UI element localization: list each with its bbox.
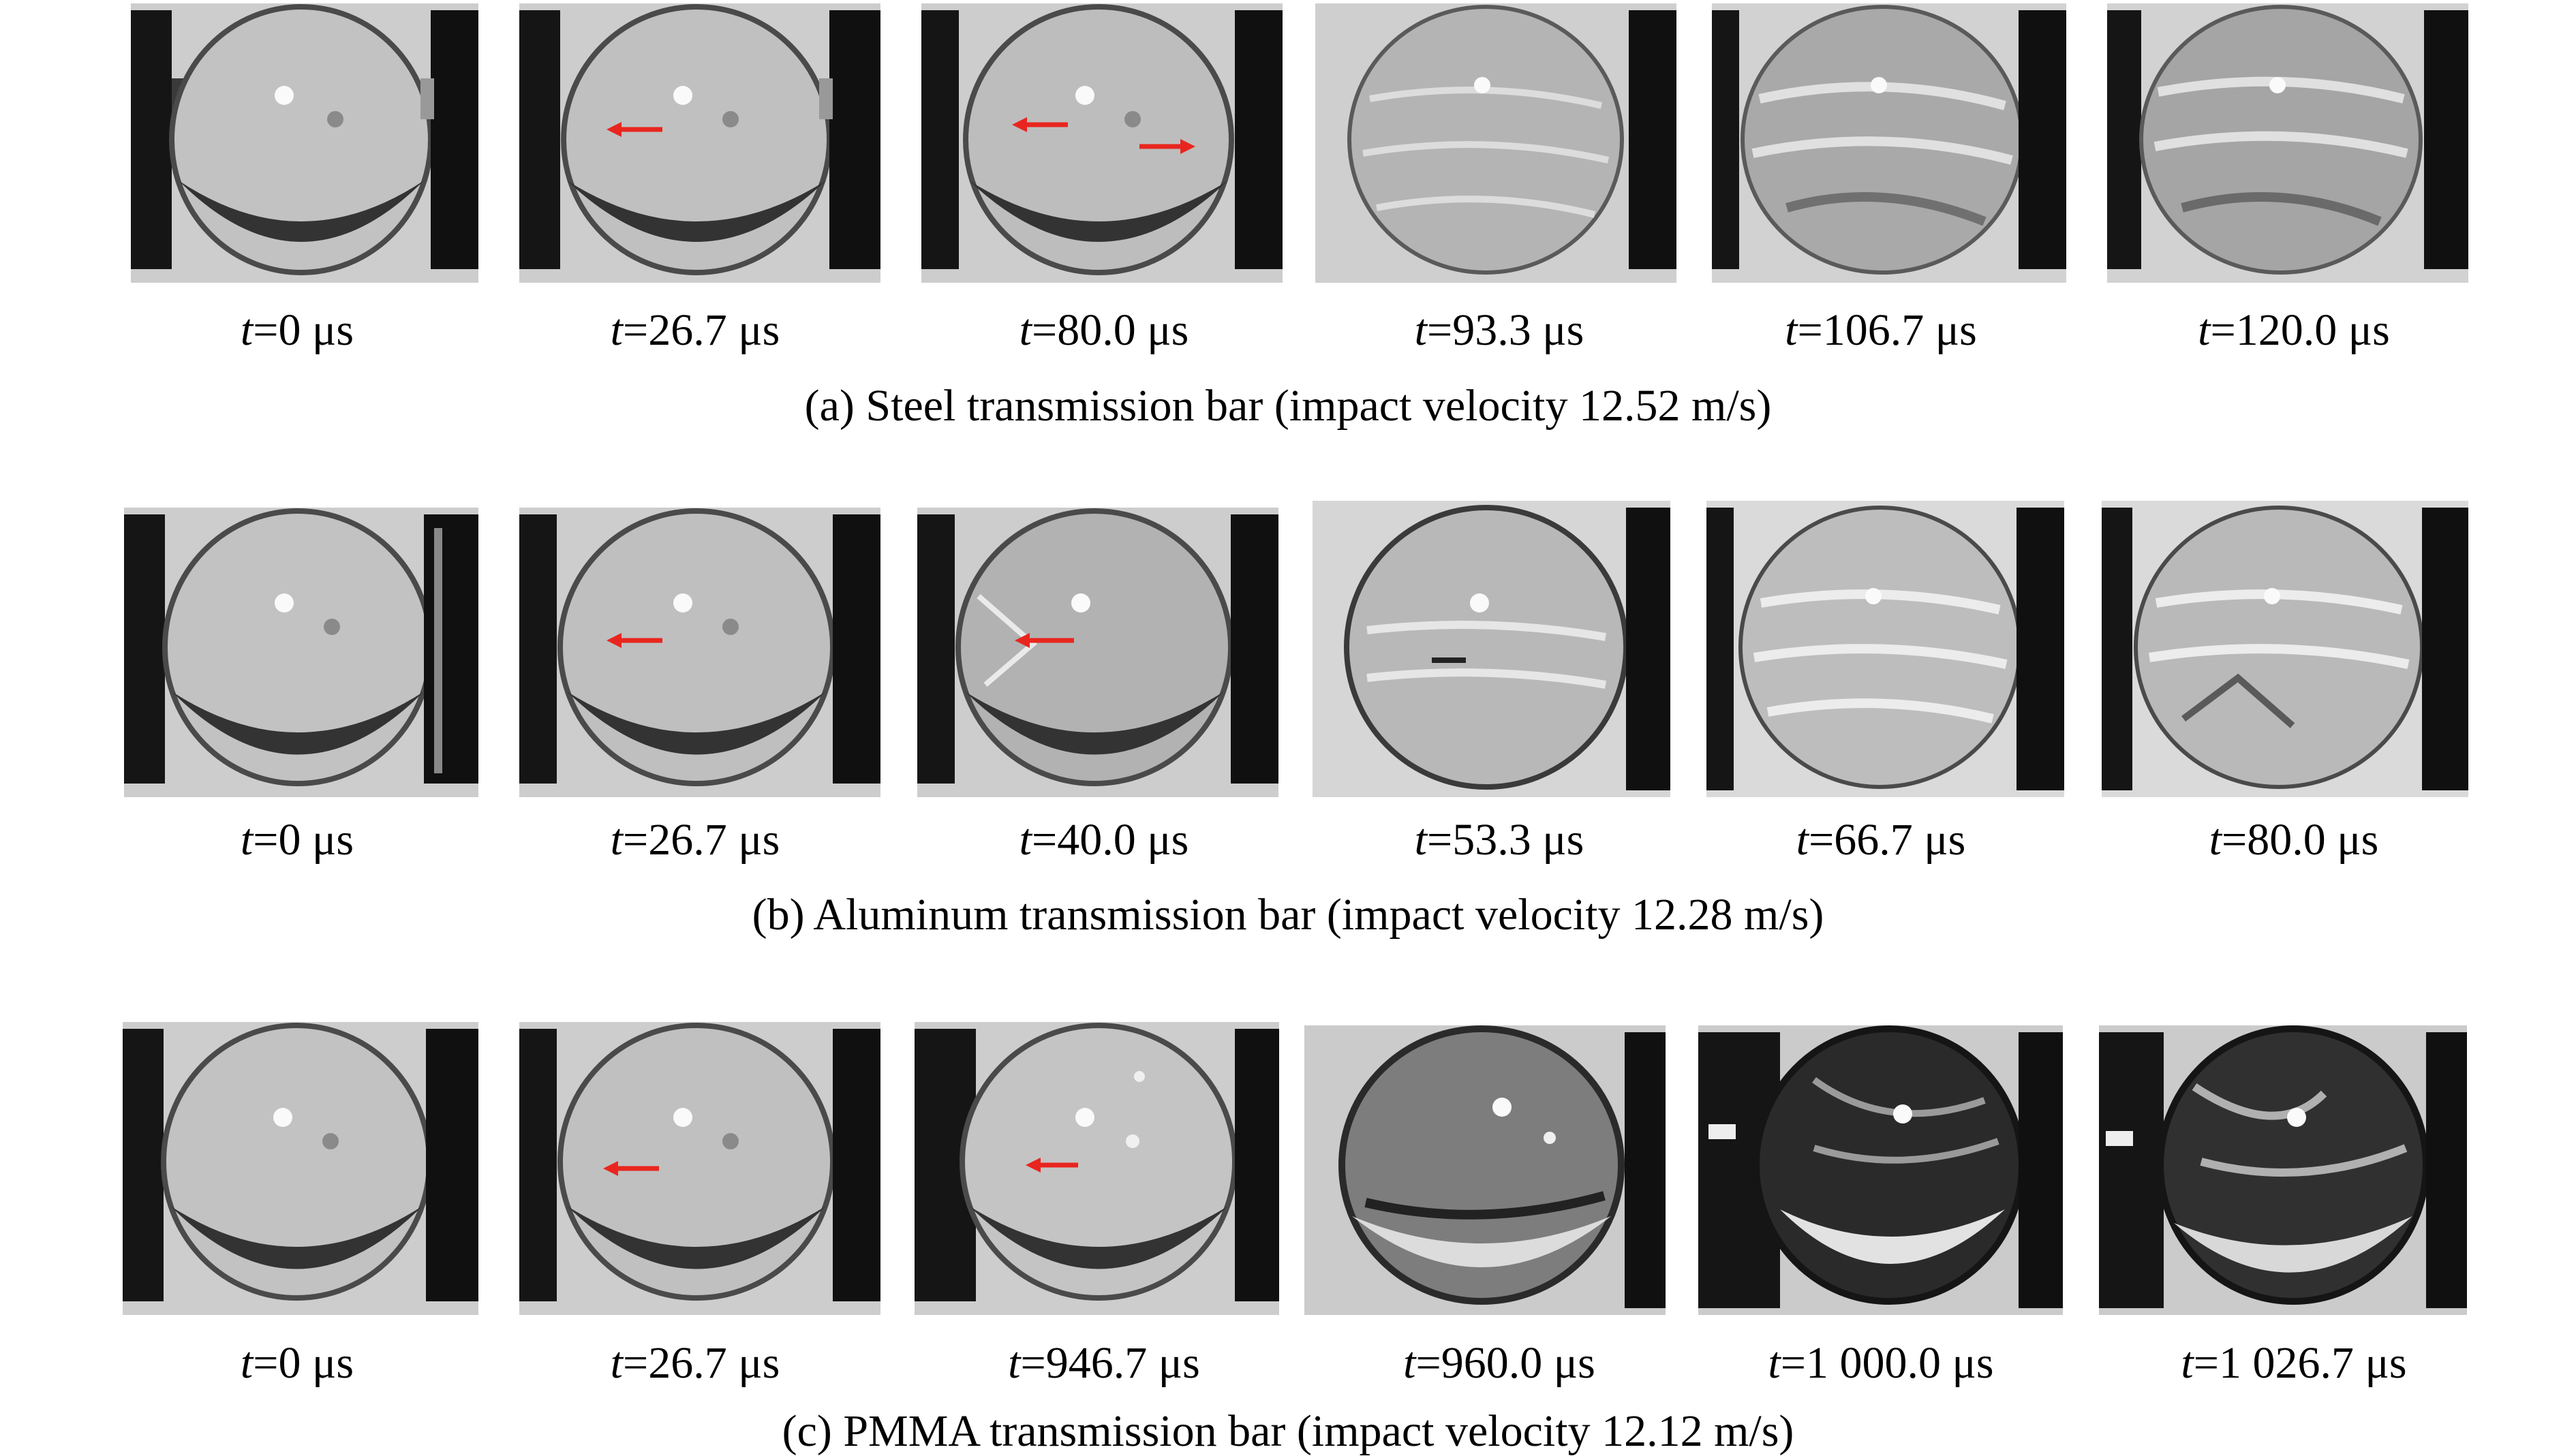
time-label: t=53.3 μs	[1414, 815, 1584, 865]
frame-c2	[519, 1022, 880, 1315]
frame-b2	[519, 508, 880, 797]
time-label: t=66.7 μs	[1796, 815, 1966, 865]
sphere-image	[123, 1022, 478, 1315]
time-symbol: t	[1414, 815, 1428, 865]
sphere-image	[124, 508, 478, 797]
frame-b1	[124, 508, 478, 797]
time-symbol: t	[1768, 1338, 1781, 1388]
time-symbol: t	[610, 1338, 624, 1388]
sphere-image	[1304, 1025, 1666, 1315]
panel-caption: (a) Steel transmission bar (impact veloc…	[804, 381, 1772, 431]
arrow-icon	[607, 122, 662, 137]
sphere-image	[519, 508, 880, 797]
frame-c4	[1304, 1025, 1666, 1315]
frame-c3	[915, 1022, 1279, 1315]
time-label: t=960.0 μs	[1403, 1338, 1595, 1388]
time-symbol: t	[2209, 815, 2222, 865]
time-symbol: t	[610, 305, 624, 355]
time-symbol: t	[1796, 815, 1809, 865]
arrow-icon	[1012, 117, 1068, 132]
sphere-image	[921, 3, 1283, 283]
sphere-image	[1706, 501, 2064, 797]
frame-c1	[123, 1022, 478, 1315]
arrow-icon	[1026, 1158, 1078, 1173]
time-symbol: t	[2181, 1338, 2194, 1388]
frame-b4	[1313, 501, 1670, 797]
frame-b5	[1706, 501, 2064, 797]
time-label: t=1 000.0 μs	[1768, 1338, 1994, 1388]
sphere-image	[2102, 501, 2468, 797]
time-label: t=0 μs	[240, 1338, 354, 1388]
time-label: t=80.0 μs	[2209, 815, 2379, 865]
panel-caption: (c) PMMA transmission bar (impact veloci…	[782, 1406, 1794, 1456]
frame-a6	[2107, 3, 2468, 283]
sphere-image	[1712, 3, 2066, 283]
time-label: t=120.0 μs	[2198, 305, 2390, 355]
time-label: t=1 026.7 μs	[2181, 1338, 2407, 1388]
time-label: t=93.3 μs	[1414, 305, 1584, 355]
arrow-icon	[1015, 633, 1074, 648]
sphere-image	[131, 3, 478, 283]
time-label: t=946.7 μs	[1008, 1338, 1200, 1388]
frame-a5	[1712, 3, 2066, 283]
time-symbol: t	[1414, 305, 1428, 355]
time-label: t=26.7 μs	[610, 1338, 780, 1388]
time-symbol: t	[240, 305, 254, 355]
sphere-image	[1315, 3, 1676, 283]
arrow-icon	[603, 1161, 659, 1176]
time-label: t=0 μs	[240, 815, 354, 865]
sphere-image	[2107, 3, 2468, 283]
frame-a4	[1315, 3, 1676, 283]
frame-c6	[2099, 1025, 2467, 1315]
frame-a1	[131, 3, 478, 283]
sphere-image	[519, 3, 880, 283]
time-symbol: t	[1785, 305, 1798, 355]
time-label: t=80.0 μs	[1019, 305, 1189, 355]
sphere-image	[1313, 501, 1670, 797]
frame-b6	[2102, 501, 2468, 797]
time-label: t=26.7 μs	[610, 815, 780, 865]
time-symbol: t	[1019, 305, 1032, 355]
frame-c5	[1698, 1025, 2063, 1315]
sphere-image	[917, 508, 1278, 797]
time-symbol: t	[240, 815, 254, 865]
sphere-image	[915, 1022, 1279, 1315]
time-label: t=106.7 μs	[1785, 305, 1977, 355]
sphere-image	[1698, 1025, 2063, 1315]
panel-caption: (b) Aluminum transmission bar (impact ve…	[752, 890, 1824, 940]
time-label: t=0 μs	[240, 305, 354, 355]
arrow-icon	[607, 633, 662, 648]
sphere-image	[519, 1022, 880, 1315]
time-label: t=26.7 μs	[610, 305, 780, 355]
sphere-image	[2099, 1025, 2467, 1315]
time-symbol: t	[2198, 305, 2211, 355]
time-label: t=40.0 μs	[1019, 815, 1189, 865]
frame-a2	[519, 3, 880, 283]
time-symbol: t	[610, 815, 624, 865]
arrow-icon	[1139, 139, 1195, 154]
frame-b3	[917, 508, 1278, 797]
frame-a3	[921, 3, 1283, 283]
time-symbol: t	[1008, 1338, 1021, 1388]
time-symbol: t	[1019, 815, 1032, 865]
time-symbol: t	[1403, 1338, 1416, 1388]
time-symbol: t	[240, 1338, 254, 1388]
